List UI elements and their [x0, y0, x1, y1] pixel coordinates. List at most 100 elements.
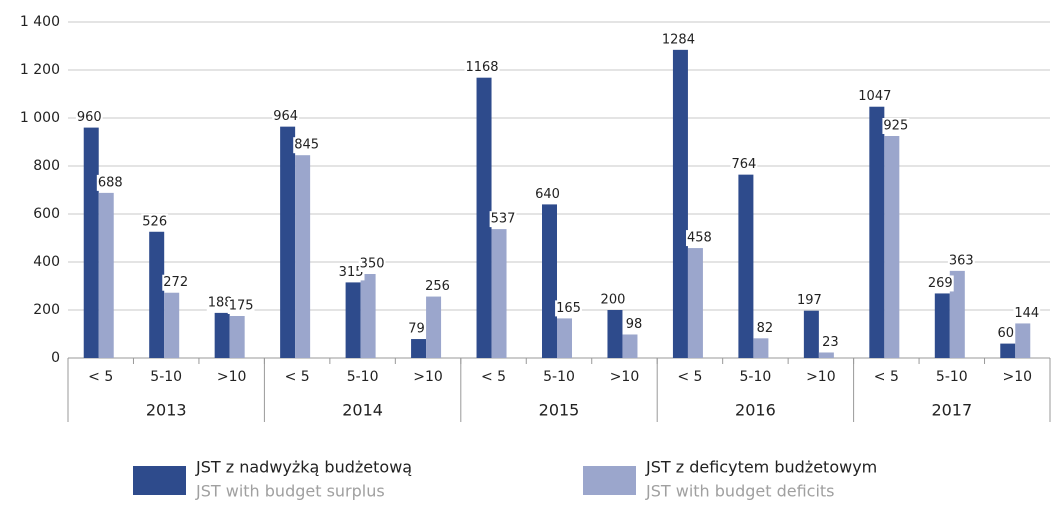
bar [753, 338, 769, 358]
value-label: 526 [142, 214, 167, 229]
value-label-bg [947, 252, 975, 269]
bar [687, 248, 703, 358]
value-label-bg [730, 156, 758, 173]
value-label: 925 [883, 119, 908, 134]
value-label: 350 [360, 257, 385, 272]
y-tick-label: 800 [33, 158, 60, 174]
bar [98, 192, 114, 358]
value-label-bg [755, 320, 775, 337]
bar [934, 293, 950, 358]
value-label: 23 [822, 335, 839, 350]
bar [164, 292, 180, 358]
bar [884, 136, 900, 358]
value-label: 60 [997, 326, 1014, 341]
value-label-bg [464, 59, 500, 76]
value-label-bg [206, 294, 234, 311]
bar [1015, 323, 1031, 358]
value-label-bg [489, 211, 517, 228]
x-tick-label: 5-10 [740, 369, 772, 385]
value-label: 165 [556, 301, 581, 316]
bar [738, 174, 754, 358]
value-label: 764 [731, 157, 756, 172]
value-label: 200 [601, 293, 626, 308]
x-tick-label: >10 [806, 369, 836, 385]
group-label: 2013 [146, 401, 187, 420]
bar [83, 127, 99, 358]
value-label: 82 [757, 321, 774, 336]
value-label: 363 [949, 253, 974, 268]
value-label: 197 [797, 293, 822, 308]
value-label-bg [424, 278, 451, 295]
x-tick-label: >10 [610, 369, 640, 385]
bar [411, 339, 427, 358]
value-label: 1047 [858, 89, 891, 104]
bar [542, 204, 557, 358]
bar [949, 270, 965, 358]
legend-label: JST z nadwyżką budżetową [195, 458, 412, 477]
value-label-bg [821, 334, 840, 351]
x-tick-label: >10 [217, 369, 247, 385]
value-label: 269 [928, 276, 953, 291]
bar [476, 77, 492, 359]
value-label-bg [624, 316, 644, 333]
legend-swatch [133, 466, 186, 495]
value-label-bg [162, 274, 190, 291]
value-label: 256 [425, 279, 450, 294]
bar [229, 316, 245, 358]
bar [818, 352, 834, 358]
legend-sublabel: JST with budget deficits [645, 482, 835, 501]
group-label: 2014 [342, 401, 383, 420]
bar [149, 231, 165, 358]
bar [426, 296, 442, 358]
x-tick-label: >10 [413, 369, 443, 385]
value-label: 1284 [662, 32, 695, 47]
value-label-bg [227, 298, 255, 314]
value-label: 175 [229, 299, 254, 314]
y-tick-label: 400 [33, 254, 60, 270]
value-label-bg [293, 137, 321, 154]
value-label: 98 [626, 317, 643, 332]
group-label: 2015 [539, 401, 580, 420]
bar [295, 155, 311, 358]
bar [214, 312, 230, 358]
y-tick-label: 0 [51, 350, 60, 366]
value-label-bg [358, 256, 386, 272]
value-label: 458 [687, 231, 712, 246]
value-label: 315 [339, 265, 364, 280]
bar [280, 126, 296, 358]
legend-swatch [583, 466, 636, 495]
bar [557, 318, 572, 358]
bar [491, 229, 507, 358]
x-tick-label: 5-10 [936, 369, 968, 385]
value-label-bg [996, 325, 1016, 342]
value-label-bg [795, 292, 823, 309]
y-tick-label: 1 200 [20, 62, 60, 78]
value-label-bg [75, 109, 103, 126]
value-label-bg [686, 230, 713, 247]
value-label: 964 [273, 109, 298, 124]
x-tick-label: < 5 [88, 369, 113, 385]
value-label-bg [141, 213, 169, 230]
x-tick-label: < 5 [481, 369, 506, 385]
value-label-bg [926, 275, 954, 292]
value-label-bg [534, 186, 561, 203]
x-tick-label: < 5 [285, 369, 310, 385]
bar [345, 282, 361, 358]
group-label: 2016 [735, 401, 776, 420]
value-label-bg [599, 292, 627, 308]
value-label: 79 [408, 322, 425, 337]
y-tick-label: 1 000 [20, 110, 60, 126]
value-label-bg [407, 321, 426, 338]
value-label-bg [337, 264, 365, 281]
value-label-bg [660, 31, 696, 48]
bar [622, 334, 638, 358]
y-tick-label: 600 [33, 206, 60, 222]
x-tick-label: >10 [1002, 369, 1032, 385]
value-label: 272 [163, 275, 188, 290]
y-tick-label: 200 [33, 302, 60, 318]
x-tick-label: 5-10 [150, 369, 182, 385]
value-label: 537 [491, 212, 516, 227]
value-label: 144 [1014, 306, 1039, 321]
x-tick-label: 5-10 [543, 369, 575, 385]
